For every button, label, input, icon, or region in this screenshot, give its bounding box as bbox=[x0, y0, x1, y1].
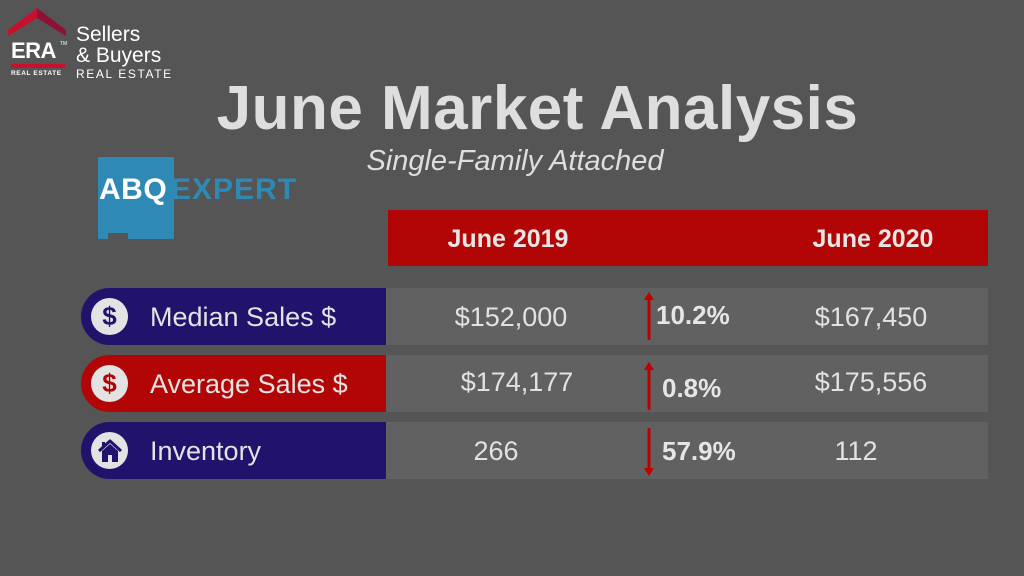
era-tagline: REAL ESTATE bbox=[11, 70, 62, 77]
row-label: Median Sales $ bbox=[150, 302, 337, 332]
abq-logo-text: ABQ bbox=[99, 173, 168, 206]
arrow-up-icon bbox=[644, 292, 654, 340]
table-row-median-sales: $ Median Sales $ $152,000 10.2% $167,450 bbox=[81, 288, 988, 345]
era-sellers-buyers-logo: ERA TM REAL ESTATE Sellers & Buyers REAL… bbox=[8, 8, 188, 83]
era-wordmark: ERA bbox=[11, 38, 56, 63]
row-label-pill: $ Average Sales $ bbox=[81, 355, 386, 412]
percent-change: 10.2% bbox=[656, 300, 730, 330]
brokerage-name-line1: Sellers bbox=[76, 23, 141, 46]
arrow-up-icon bbox=[644, 362, 654, 410]
percent-change: 0.8% bbox=[662, 373, 722, 403]
value-june-2019: $174,177 bbox=[460, 367, 574, 397]
value-june-2020: 112 bbox=[834, 436, 878, 466]
arrow-down-icon bbox=[644, 428, 654, 476]
value-june-2020: $167,450 bbox=[814, 302, 928, 332]
column-header-june-2020: June 2020 bbox=[812, 225, 934, 253]
row-label-pill: Inventory bbox=[81, 422, 386, 479]
row-label: Average Sales $ bbox=[150, 369, 348, 399]
value-june-2019: 266 bbox=[473, 436, 519, 466]
value-june-2020: $175,556 bbox=[814, 367, 928, 397]
expert-logo-text: EXPERT bbox=[171, 173, 298, 206]
column-header-bar: June 2019 June 2020 bbox=[388, 210, 988, 266]
row-label: Inventory bbox=[150, 436, 262, 466]
row-label-pill: $ Median Sales $ bbox=[81, 288, 386, 345]
era-underline bbox=[11, 64, 65, 68]
brokerage-name-line3: REAL ESTATE bbox=[76, 67, 173, 81]
value-june-2019: $152,000 bbox=[454, 302, 568, 332]
table-row-average-sales: $ Average Sales $ $174,177 0.8% $175,556 bbox=[81, 355, 988, 412]
column-header-june-2019: June 2019 bbox=[447, 225, 569, 253]
row-values: 266 57.9% 112 bbox=[386, 422, 988, 479]
brokerage-name-line2: & Buyers bbox=[76, 44, 162, 67]
roof-logo-icon bbox=[8, 8, 66, 36]
page-subtitle: Single-Family Attached bbox=[366, 145, 664, 177]
row-values: $152,000 10.2% $167,450 bbox=[386, 288, 988, 345]
dollar-icon: $ bbox=[91, 365, 128, 402]
percent-change: 57.9% bbox=[662, 436, 736, 466]
dollar-icon: $ bbox=[91, 298, 128, 335]
trademark: TM bbox=[60, 41, 68, 47]
row-values: $174,177 0.8% $175,556 bbox=[386, 355, 988, 412]
table-row-inventory: Inventory 266 57.9% 112 bbox=[81, 422, 988, 479]
new-mexico-state-icon bbox=[98, 157, 174, 239]
page-title: June Market Analysis bbox=[216, 74, 859, 143]
house-icon bbox=[91, 432, 128, 469]
